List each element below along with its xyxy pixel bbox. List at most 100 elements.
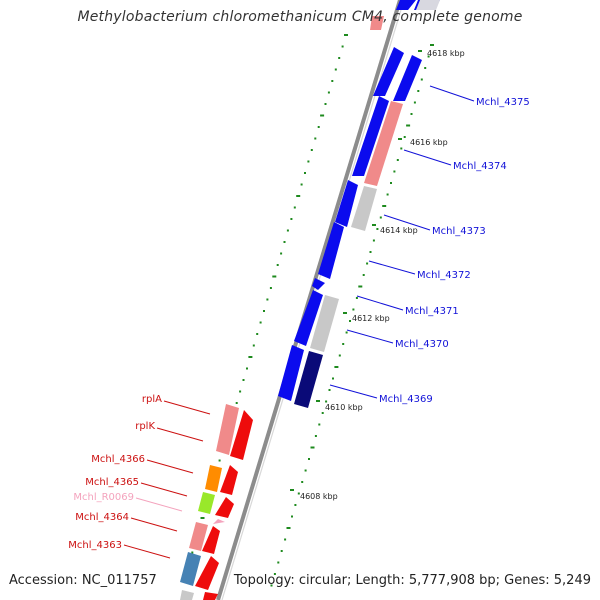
- gene-label-mchl-4363[interactable]: Mchl_4363: [68, 540, 122, 551]
- ruler-dot: [296, 195, 301, 197]
- ruler-dot: [369, 251, 372, 253]
- track-block-steel-mchl-4363[interactable]: [180, 552, 201, 586]
- tick-label: 4612 kbp: [352, 314, 390, 323]
- ruler-dot: [334, 366, 339, 368]
- ruler-dot: [291, 515, 293, 518]
- ruler-dot: [345, 331, 348, 334]
- ruler-dot: [382, 205, 387, 207]
- ruler-dot: [396, 159, 399, 161]
- gene-label-mchl-4372[interactable]: Mchl_4372: [417, 270, 471, 281]
- ruler-dot: [270, 584, 273, 587]
- ruler-dot: [314, 435, 317, 437]
- gene-label-mchl-4366[interactable]: Mchl_4366: [91, 454, 145, 465]
- gene-label-rplk[interactable]: rplK: [135, 421, 155, 432]
- left-gene-labels: rplA rplK Mchl_4366 Mchl_4365 Mchl_R0069…: [68, 394, 211, 559]
- ruler-dot: [406, 124, 411, 127]
- ruler-dot: [286, 527, 291, 529]
- gene-label-mchl-4374[interactable]: Mchl_4374: [453, 161, 507, 172]
- ruler-dot: [310, 149, 313, 151]
- gene-label-mchl-4369[interactable]: Mchl_4369: [379, 394, 433, 405]
- gene-arrow-mchl-4370[interactable]: [294, 290, 323, 346]
- leader-line: [163, 400, 211, 415]
- ruler-dot: [355, 297, 358, 299]
- ruler-dot: [290, 218, 293, 220]
- inner-strand-genes: [180, 16, 384, 600]
- gene-arrow-mchl-4369[interactable]: [278, 345, 304, 401]
- track-block-grey-mchl-4373[interactable]: [351, 186, 377, 231]
- gene-arrow-top-partial[interactable]: [396, 0, 416, 10]
- ruler-dot: [430, 44, 434, 46]
- track-block-pink-rpla[interactable]: [216, 404, 239, 455]
- ruler-dot: [390, 182, 392, 184]
- ruler-dot: [304, 469, 307, 472]
- leader-line: [146, 459, 194, 474]
- gene-arrow-mchl-4374[interactable]: [352, 96, 389, 176]
- topology-summary: Topology: circular; Length: 5,777,908 bp…: [233, 573, 591, 588]
- ruler-dot: [427, 55, 430, 58]
- ruler-dot: [332, 377, 334, 380]
- ruler-dot: [242, 379, 245, 381]
- ruler-dot: [420, 78, 423, 81]
- track-block-grey-top: [416, 0, 440, 10]
- gene-label-mchl-4364[interactable]: Mchl_4364: [75, 512, 129, 523]
- gene-arrow-mchl-4365[interactable]: [215, 497, 234, 518]
- right-gene-labels: Mchl_4375 Mchl_4374 Mchl_4373 Mchl_4372 …: [329, 85, 530, 405]
- genome-backbone: [216, 0, 402, 600]
- ruler-dot: [256, 333, 259, 335]
- ruler-dot: [327, 91, 330, 94]
- leader-line: [368, 260, 416, 275]
- gene-label-mchl-4370[interactable]: Mchl_4370: [395, 339, 449, 350]
- gene-label-mchl-r0069[interactable]: Mchl_R0069: [73, 492, 134, 503]
- gene-arrow-mchl-4375b[interactable]: [393, 55, 422, 101]
- gene-arrow-mchl-4375a[interactable]: [373, 47, 404, 96]
- gene-label-rpla[interactable]: rplA: [142, 394, 162, 405]
- ruler-dot: [386, 193, 389, 196]
- track-block-navy-mchl-4369[interactable]: [294, 351, 323, 408]
- outer-color-track: [294, 0, 440, 408]
- tick-label: 4618 kbp: [427, 49, 465, 58]
- gene-arrow-bottom-partial[interactable]: [203, 592, 218, 600]
- gene-arrow-mchl-4372[interactable]: [318, 222, 344, 279]
- track-block-grey-mchl-4370[interactable]: [310, 295, 339, 352]
- ruler-dot: [317, 126, 320, 128]
- gene-arrow-mchl-4363[interactable]: [195, 556, 219, 590]
- gene-arrow-mchl-4373[interactable]: [335, 180, 358, 227]
- gene-arrow-mchl-4364[interactable]: [202, 526, 220, 554]
- leader-line: [130, 517, 178, 532]
- tick-label: 4616 kbp: [410, 138, 448, 147]
- ruler-dot: [266, 298, 269, 301]
- ruler-dot: [344, 34, 348, 36]
- ruler-dot: [413, 101, 416, 104]
- gene-label-mchl-4365[interactable]: Mchl_4365: [85, 477, 139, 488]
- ruler-dot: [286, 229, 289, 232]
- gene-label-mchl-4373[interactable]: Mchl_4373: [432, 226, 486, 237]
- ruler-dot: [273, 573, 276, 575]
- ruler-dot: [417, 90, 420, 92]
- ruler-dot: [218, 459, 221, 462]
- ruler-dot: [318, 423, 321, 426]
- track-block-pink-mchl-4364[interactable]: [189, 522, 208, 551]
- gene-label-mchl-4375[interactable]: Mchl_4375: [476, 97, 530, 108]
- ruler-dot: [362, 274, 365, 276]
- rna-arrow-mchl-r0069[interactable]: [213, 519, 225, 524]
- track-block-green-mchl-4365[interactable]: [198, 492, 215, 514]
- leader-line: [429, 85, 475, 102]
- leader-line: [403, 149, 452, 166]
- track-block-pink-mchl-4374[interactable]: [364, 101, 403, 186]
- track-block-orange-mchl-4366[interactable]: [205, 465, 222, 492]
- ruler-dot: [191, 551, 194, 554]
- ruler-dot: [272, 275, 277, 278]
- gene-label-mchl-4371[interactable]: Mchl_4371: [405, 306, 459, 317]
- gene-arrow-mchl-4371[interactable]: [312, 278, 325, 290]
- ruler-dot: [410, 113, 413, 115]
- ruler-dot: [276, 264, 279, 266]
- gene-arrow-mchl-4366[interactable]: [220, 465, 238, 495]
- ruler-dot: [352, 308, 355, 311]
- ruler-dot: [301, 481, 304, 483]
- ruler-dot: [284, 538, 287, 541]
- gene-arrow-rpla[interactable]: [230, 410, 253, 460]
- ruler-dot: [342, 343, 345, 345]
- ruler-dot: [400, 147, 403, 150]
- outer-strand-genes: [278, 0, 440, 401]
